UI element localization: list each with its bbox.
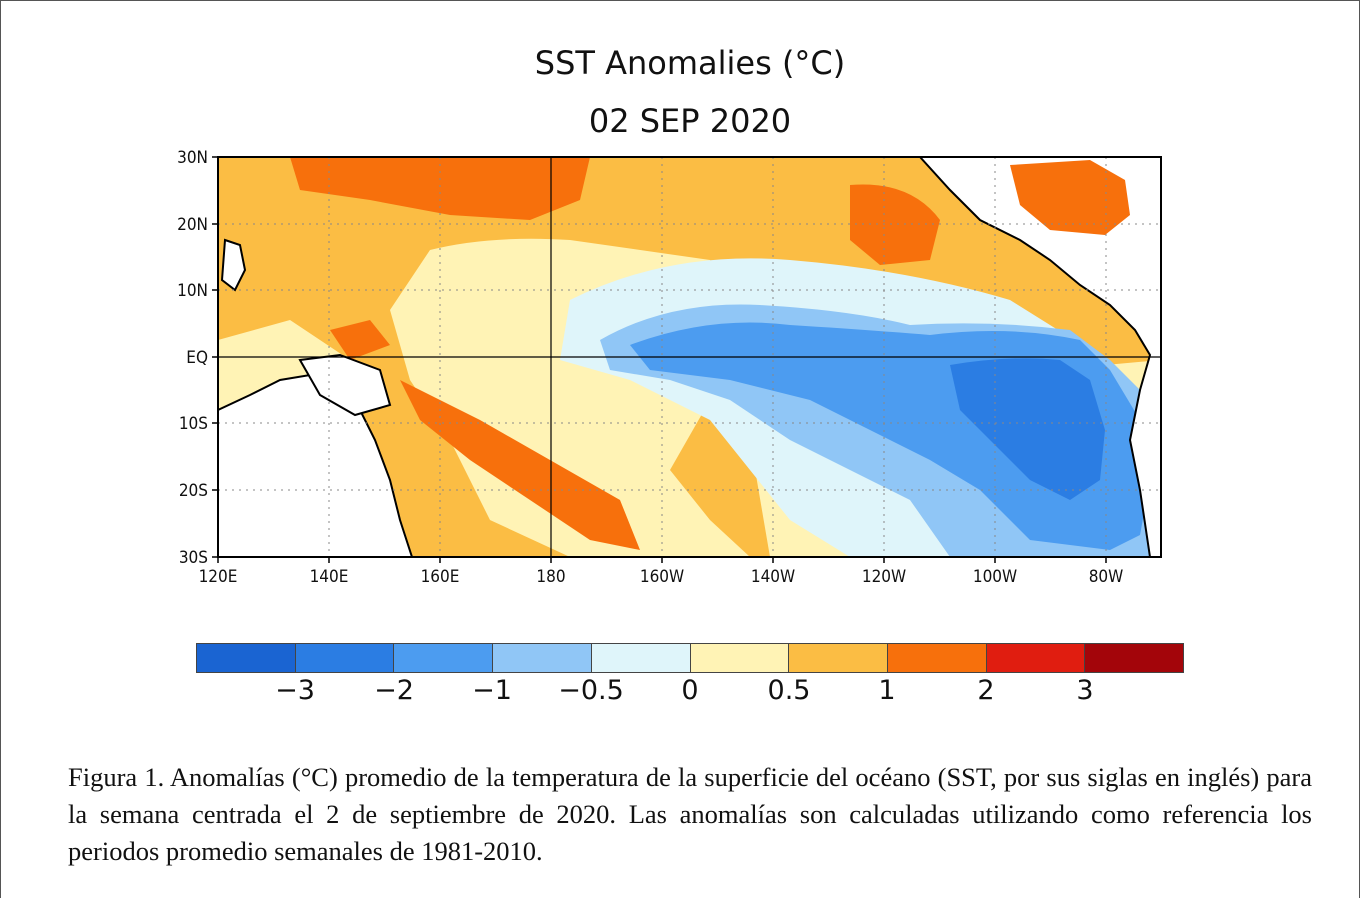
- lon-label: 80W: [1089, 567, 1124, 587]
- colorbar-tick-label: 2: [977, 675, 995, 706]
- colorbar-swatch: [789, 644, 888, 672]
- grid-lines: [218, 157, 1161, 557]
- colorbar-swatch: [1085, 644, 1184, 672]
- lon-label: 180: [536, 567, 565, 587]
- colorbar-swatch: [591, 644, 691, 672]
- lon-label: 160E: [421, 567, 460, 587]
- lat-label: 20S: [179, 481, 208, 501]
- australia-landmass: [218, 373, 414, 557]
- figure-caption: Figura 1. Anomalías (°C) promedio de la …: [68, 762, 1312, 866]
- strong-cool-area: [950, 358, 1105, 500]
- colorbar-tick-label: −1: [472, 675, 512, 706]
- colorbar-tick-label: 0: [681, 675, 699, 706]
- lon-label: 140W: [751, 567, 795, 587]
- map-date: 02 SEP 2020: [588, 102, 792, 140]
- lon-label: 120W: [862, 567, 906, 587]
- lon-label: 120E: [199, 567, 238, 587]
- americas-landmass: [918, 157, 1161, 557]
- gulf-of-mexico-water: [1010, 160, 1130, 235]
- lat-label: 10S: [179, 414, 208, 434]
- colorbar-swatch: [493, 644, 592, 672]
- colorbar-tick-label: −2: [374, 675, 414, 706]
- lat-label: 30S: [179, 548, 208, 568]
- tick-marks: [212, 156, 1107, 563]
- strong-warm-area: [290, 157, 590, 220]
- map-title: SST Anomalies (°C): [534, 44, 846, 82]
- colorbar: [196, 643, 1184, 673]
- colorbar-swatch: [887, 644, 987, 672]
- colorbar-swatch: [690, 644, 790, 672]
- lon-label: 140E: [310, 567, 349, 587]
- strong-warm-area: [330, 320, 390, 360]
- colorbar-tick-label: 0.5: [767, 675, 811, 706]
- strong-warm-area: [400, 380, 640, 550]
- sst-anomaly-map: 30N 20N 10N EQ 10S 20S 30S 120E 140E 160…: [177, 148, 1162, 587]
- colorbar-swatch: [197, 644, 296, 672]
- lon-label: 100W: [973, 567, 1017, 587]
- colorbar-swatch: [394, 644, 494, 672]
- lat-label: 10N: [177, 281, 208, 301]
- colorbar-swatch: [986, 644, 1086, 672]
- lat-label: 20N: [177, 215, 208, 235]
- colorbar-swatch: [295, 644, 395, 672]
- colorbar-tick-label: 3: [1076, 675, 1094, 706]
- lat-label: EQ: [186, 348, 208, 368]
- philippines-landmass: [220, 238, 247, 292]
- anomaly-field: [218, 157, 1161, 557]
- strong-warm-area: [850, 184, 940, 265]
- colorbar-tick-label: −0.5: [558, 675, 624, 706]
- colorbar-tick-label: 1: [878, 675, 896, 706]
- lat-label: 30N: [177, 148, 208, 168]
- colorbar-tick-label: −3: [275, 675, 315, 706]
- lon-label: 160W: [640, 567, 684, 587]
- new-guinea-landmass: [298, 353, 392, 417]
